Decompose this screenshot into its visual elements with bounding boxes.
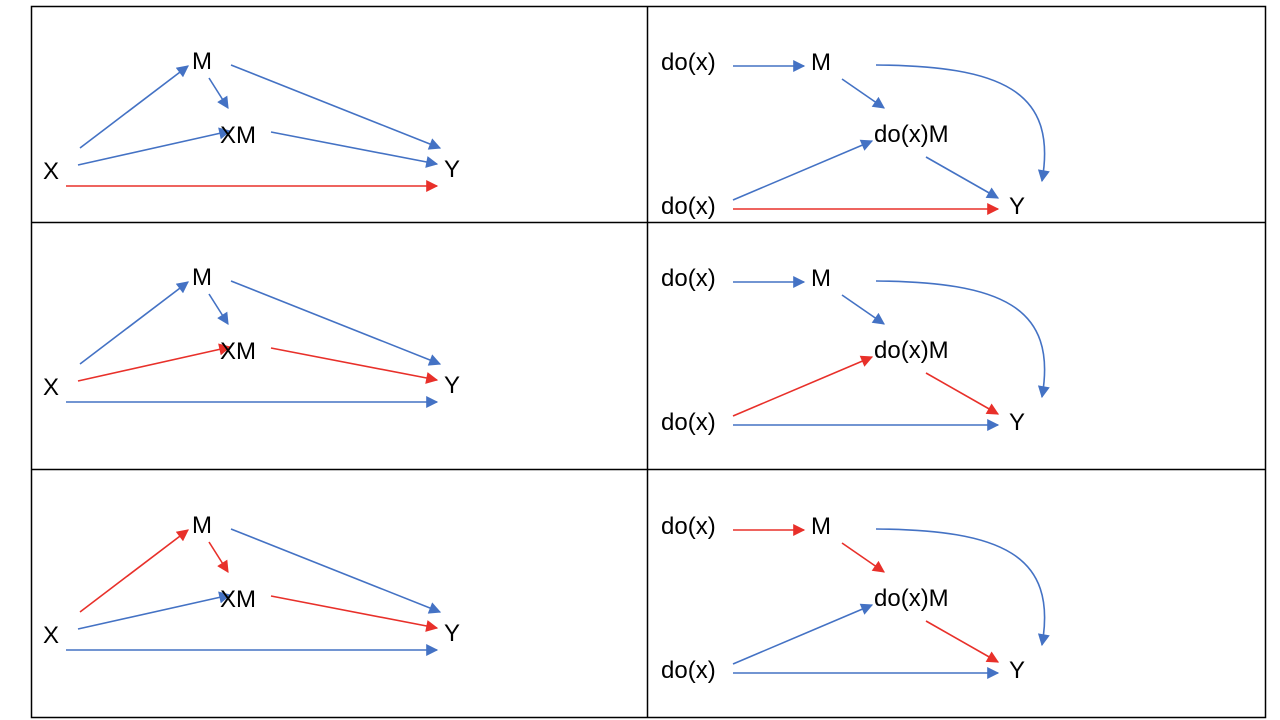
node-m-label: M [811, 49, 831, 76]
node-dox-label: do(x) [661, 657, 716, 684]
edge-x-to-xm [77, 591, 232, 630]
node-x-label: X [43, 622, 59, 649]
node-y-label: Y [1009, 193, 1025, 220]
edge-xm-to-y [270, 595, 439, 632]
node-doxm-label: do(x)M [874, 585, 949, 612]
table-border [30, 5, 1267, 719]
node-m-label: M [811, 513, 831, 540]
edge-x-to-m [79, 529, 189, 613]
node-y-label: Y [1009, 657, 1025, 684]
edge-m-to-y [230, 64, 442, 150]
edge-m-to-xm [208, 77, 229, 110]
edge-m-to-xm [208, 541, 229, 574]
edge-x-to-m [79, 281, 189, 365]
node-xm-label: XM [220, 338, 256, 365]
edge-doxm-to-y [925, 156, 1000, 199]
edge-m-to-y [875, 64, 1050, 183]
edge-doxm-to-y [925, 620, 1000, 663]
node-m-label: M [811, 265, 831, 292]
panel-row3-interventional: do(x) Mdo(x)Mdo(x) Y [661, 513, 1050, 684]
panel-row1-interventional: do(x) Mdo(x)Mdo(x) Y [661, 49, 1050, 220]
edge-x-to-m [79, 65, 189, 149]
node-m-label: M [192, 264, 212, 291]
node-y-label: Y [444, 156, 460, 183]
edge-m-to-y [875, 528, 1050, 647]
edge-m-to-xm [208, 293, 229, 326]
edge-dox-to-doxm [732, 603, 874, 665]
edge-x-to-xm [77, 343, 232, 382]
node-m-label: M [192, 48, 212, 75]
node-y-label: Y [444, 372, 460, 399]
edge-m-to-doxm [841, 542, 885, 573]
panel-row2-interventional: do(x) Mdo(x)Mdo(x) Y [661, 265, 1050, 436]
edge-m-to-doxm [841, 294, 885, 325]
node-dox-label: do(x) [661, 265, 716, 292]
edge-m-to-doxm [841, 78, 885, 109]
edge-m-to-y [230, 280, 442, 366]
node-y-label: Y [444, 620, 460, 647]
edge-xm-to-y [270, 131, 439, 168]
node-doxm-label: do(x)M [874, 121, 949, 148]
edge-m-to-y [875, 280, 1050, 399]
edge-x-to-xm [77, 127, 232, 166]
node-dox-label: do(x) [661, 409, 716, 436]
node-x-label: X [43, 374, 59, 401]
node-dox-label: do(x) [661, 513, 716, 540]
node-dox-label: do(x) [661, 49, 716, 76]
node-x-label: X [43, 158, 59, 185]
edge-dox-to-doxm [732, 139, 874, 201]
node-m-label: M [192, 512, 212, 539]
edge-doxm-to-y [925, 372, 1000, 415]
node-y-label: Y [1009, 409, 1025, 436]
node-xm-label: XM [220, 586, 256, 613]
node-xm-label: XM [220, 122, 256, 149]
edge-xm-to-y [270, 347, 439, 384]
table-grid [30, 5, 1267, 719]
node-doxm-label: do(x)M [874, 337, 949, 364]
edge-m-to-y [230, 528, 442, 614]
node-dox-label: do(x) [661, 193, 716, 220]
edge-dox-to-doxm [732, 355, 874, 417]
